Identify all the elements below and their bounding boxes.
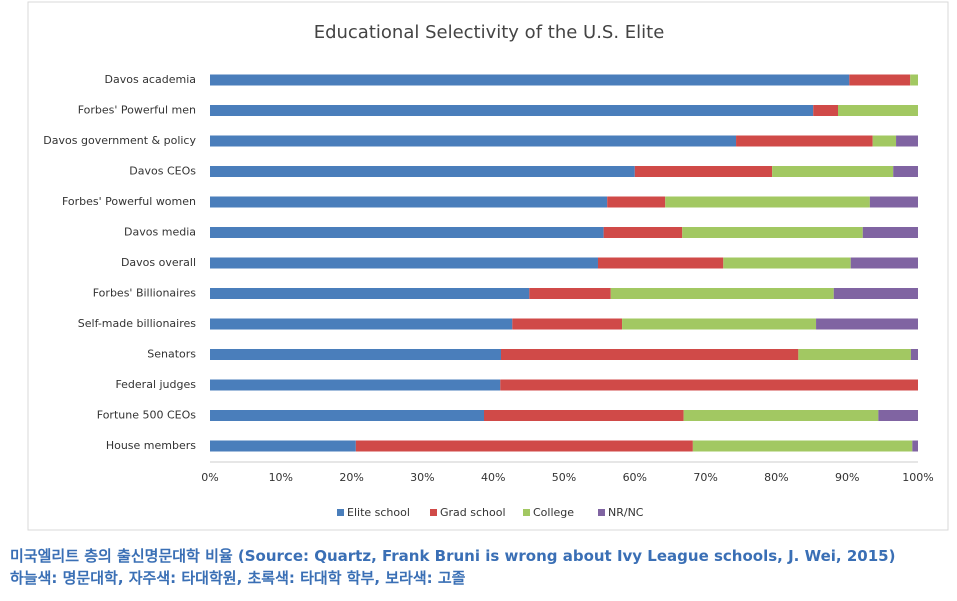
bar-segment [816, 318, 918, 330]
bar-segment [210, 349, 501, 360]
bar-segment [910, 74, 918, 86]
bar-segment [512, 318, 623, 330]
chart: Educational Selectivity of the U.S. Elit… [27, 1, 949, 531]
chart-title: Educational Selectivity of the U.S. Elit… [314, 22, 665, 43]
bar-segment [872, 135, 897, 147]
y-tick-label: Davos media [124, 226, 196, 239]
bar-segment [723, 257, 851, 269]
bar-segment [500, 349, 799, 360]
x-tick-label: 40% [481, 471, 505, 484]
bar-segment [210, 379, 501, 391]
x-tick-label: 0% [201, 471, 218, 484]
bar-segment [837, 105, 918, 116]
x-tick-label: 90% [835, 471, 859, 484]
bar-segment [210, 105, 814, 116]
x-tick-label: 60% [623, 471, 647, 484]
x-tick-label: 10% [269, 471, 293, 484]
caption-line: 하늘색: 명문대학, 자주색: 타대학원, 초록색: 타대학 학부, 보라색: … [10, 569, 466, 587]
bar-segment [500, 379, 918, 391]
bar-segment [683, 410, 879, 421]
bar-segment [813, 105, 838, 116]
bar-segment [869, 196, 918, 208]
legend-swatch [598, 509, 605, 516]
legend-swatch [430, 509, 437, 516]
bar-segment [210, 227, 604, 238]
bar-segment [833, 288, 918, 299]
bar-segment [665, 196, 870, 208]
x-tick-label: 20% [339, 471, 363, 484]
bar-segment [912, 440, 918, 452]
y-tick-label: Davos government & policy [43, 134, 196, 147]
legend-label: NR/NC [608, 506, 644, 519]
legend-label: College [533, 506, 574, 519]
y-tick-label: Forbes' Powerful women [62, 195, 196, 208]
y-tick-label: Davos overall [121, 256, 196, 269]
y-tick-label: Davos CEOs [129, 165, 196, 178]
bar-segment [210, 440, 356, 452]
bar-segment [210, 318, 513, 330]
bar-segment [910, 349, 918, 360]
legend-label: Grad school [440, 506, 506, 519]
bar-segment [878, 410, 918, 421]
x-tick-label: 70% [693, 471, 717, 484]
bar-segment [692, 440, 913, 452]
y-tick-label: Forbes' Powerful men [78, 104, 196, 117]
x-tick-label: 80% [764, 471, 788, 484]
bar-segment [210, 257, 598, 269]
bar-segment [682, 227, 863, 238]
bar-segment [862, 227, 918, 238]
bar-segment [355, 440, 693, 452]
bar-segment [210, 166, 635, 177]
y-tick-label: Forbes' Billionaires [93, 287, 197, 300]
bar-segment [529, 288, 611, 299]
y-tick-label: Self-made billionaires [78, 317, 197, 330]
bar-segment [634, 166, 773, 177]
legend-swatch [337, 509, 344, 516]
bar-segment [210, 135, 737, 147]
x-tick-label: 50% [552, 471, 576, 484]
bar-segment [210, 196, 608, 208]
caption-line: 미국엘리트 층의 출신명문대학 비율 (Source: Quartz, Fran… [10, 547, 896, 565]
y-tick-label: Senators [147, 348, 196, 361]
bar-segment [896, 135, 918, 147]
bar-segment [622, 318, 817, 330]
bar-segment [850, 257, 918, 269]
bar-segment [736, 135, 873, 147]
y-tick-label: House members [106, 439, 196, 452]
bar-segment [772, 166, 894, 177]
legend-label: Elite school [347, 506, 410, 519]
bar-segment [483, 410, 684, 421]
x-tick-label: 100% [902, 471, 933, 484]
bar-segment [607, 196, 666, 208]
bar-segment [798, 349, 911, 360]
y-tick-label: Fortune 500 CEOs [97, 409, 196, 422]
bar-segment [210, 410, 484, 421]
bar-segment [210, 288, 530, 299]
bar-segment [893, 166, 918, 177]
bar-segment [849, 74, 911, 86]
bar-segment [210, 74, 850, 86]
x-tick-label: 30% [410, 471, 434, 484]
bar-segment [610, 288, 834, 299]
bar-segment [603, 227, 683, 238]
y-tick-label: Davos academia [105, 73, 196, 86]
y-tick-label: Federal judges [115, 378, 196, 391]
legend-swatch [523, 509, 530, 516]
bar-segment [597, 257, 724, 269]
